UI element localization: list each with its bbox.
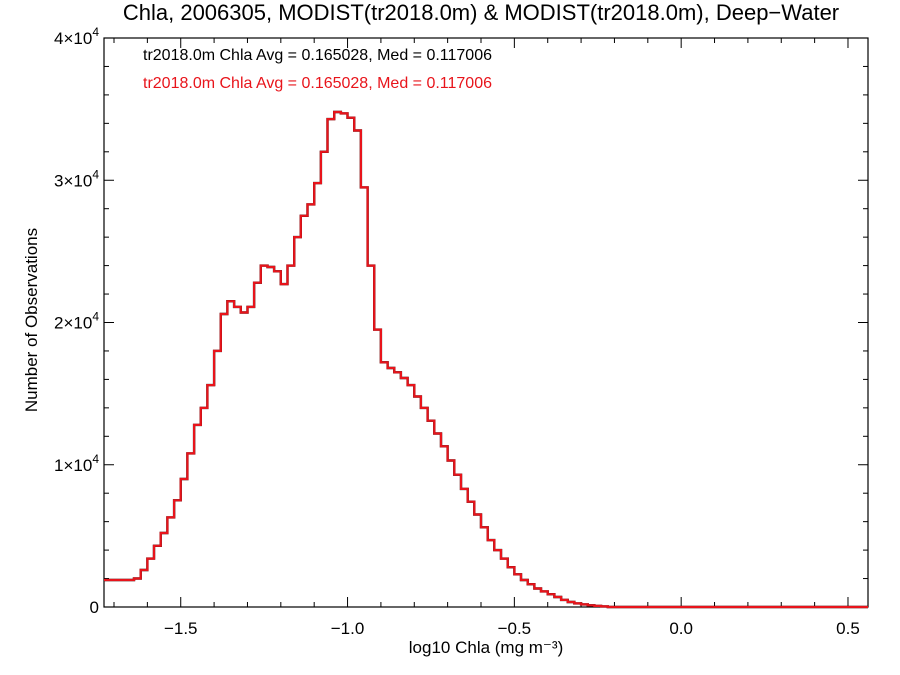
annotation-1: tr2018.0m Chla Avg = 0.165028, Med = 0.1… — [143, 75, 492, 92]
series-histogram-0 — [104, 110, 868, 609]
plot-area: −1.5 −1.0 −0.5 0.0 0.5 0 1×104 2×104 3×104 4×104 — [54, 25, 869, 638]
axis-tick-labels: −1.5 −1.0 −0.5 0.0 0.5 0 1×104 2×104 3×104 4×104 — [54, 25, 860, 638]
y-tick-label-3: 3×104 — [54, 167, 99, 190]
y-tick-label-2: 2×104 — [54, 310, 99, 333]
y-tick-label-0: 0 — [90, 598, 99, 617]
axis-ticks — [104, 37, 868, 608]
series-underlay-0 — [104, 110, 868, 609]
chart-title: Chla, 2006305, MODIST(tr2018.0m) & MODIS… — [123, 0, 839, 25]
x-tick-label-4: 0.5 — [836, 619, 860, 638]
x-axis-label: log10 Chla (mg m⁻³) — [409, 638, 563, 657]
annotation-0: tr2018.0m Chla Avg = 0.165028, Med = 0.1… — [143, 47, 492, 64]
x-tick-label-2: −0.5 — [498, 619, 532, 638]
x-tick-label-0: −1.5 — [164, 619, 198, 638]
x-tick-label-3: 0.0 — [669, 619, 693, 638]
y-tick-label-4: 4×104 — [54, 25, 99, 48]
x-tick-label-1: −1.0 — [331, 619, 365, 638]
legend-annotations: tr2018.0m Chla Avg = 0.165028, Med = 0.1… — [143, 47, 492, 92]
y-tick-label-1: 1×104 — [54, 452, 99, 475]
series-layer — [104, 110, 868, 609]
plot-frame — [103, 37, 869, 608]
y-axis-label: Number of Observations — [22, 228, 41, 412]
